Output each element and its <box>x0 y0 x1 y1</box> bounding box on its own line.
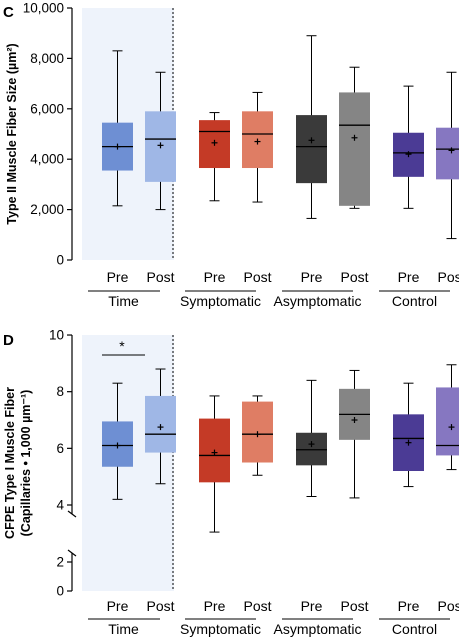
panel-c-label: C <box>3 4 14 21</box>
category-label: Post <box>437 598 459 614</box>
category-label: Post <box>437 269 459 285</box>
category-label: Post <box>340 598 368 614</box>
group-label: Asymptomatic <box>274 621 362 637</box>
axis-break-mark-lower <box>67 549 77 557</box>
box-asymptomatic-pre <box>296 115 327 184</box>
group-label: Time <box>108 621 139 637</box>
group-label: Symptomatic <box>180 621 261 637</box>
category-label: Post <box>146 269 174 285</box>
panel-d-y-axis-label-line1: CFPE Type I Muscle Fiber <box>3 387 17 539</box>
y-tick-label: 10,000 <box>23 1 64 16</box>
category-label: Pre <box>204 598 226 614</box>
y-tick-label: 0 <box>56 253 64 268</box>
group-label: Symptomatic <box>180 293 261 309</box>
y-tick-label: 10 <box>49 328 64 343</box>
group-label: Time <box>108 293 139 309</box>
panel-d-y-axis-label-line2: (Capillaries • 1,000 µm⁻¹) <box>19 390 33 537</box>
group-label: Control <box>392 621 437 637</box>
box-control-post <box>436 127 459 180</box>
y-tick-label: 2,000 <box>30 202 64 217</box>
box-asymptomatic-pre <box>296 432 327 466</box>
axis-break-mark-upper <box>67 510 77 518</box>
y-tick-label: 6 <box>56 441 64 456</box>
y-tick-label: 0 <box>56 584 64 599</box>
y-tick-label: 4,000 <box>30 152 64 167</box>
category-label: Pre <box>107 598 129 614</box>
category-label: Post <box>146 598 174 614</box>
category-label: Pre <box>301 269 323 285</box>
y-tick-label: 4 <box>56 498 64 513</box>
box-control-post <box>436 387 459 456</box>
category-label: Pre <box>107 269 129 285</box>
group-label: Control <box>392 293 437 309</box>
panel-c: C Type II Muscle Fiber Size (µm²) 0 2,000… <box>3 1 459 309</box>
panel-d-plot: 0 2 4 6 8 10 Pre Post Pre Post Pre Post Pre Post Time S… <box>49 328 459 637</box>
category-label: Post <box>340 269 368 285</box>
group-label: Asymptomatic <box>274 293 362 309</box>
y-tick-label: 8,000 <box>30 51 64 66</box>
panel-c-plot: 0 2,000 4,000 6,000 8,000 10,000 Pre Post Pre Pos… <box>23 1 459 309</box>
y-tick-label: 8 <box>56 384 64 399</box>
category-label: Post <box>243 598 271 614</box>
panel-d-label: D <box>3 332 14 349</box>
y-tick-label: 6,000 <box>30 101 64 116</box>
category-label: Pre <box>398 598 420 614</box>
box-asymptomatic-post <box>339 92 370 206</box>
category-label: Post <box>243 269 271 285</box>
panel-d-significance-asterisk: * <box>119 338 125 354</box>
panel-c-y-axis-label: Type II Muscle Fiber Size (µm²) <box>5 43 19 224</box>
category-label: Pre <box>204 269 226 285</box>
category-label: Pre <box>398 269 420 285</box>
category-label: Pre <box>301 598 323 614</box>
panel-d: D CFPE Type I Muscle Fiber (Capillaries … <box>3 328 459 637</box>
y-tick-label: 2 <box>56 555 64 570</box>
